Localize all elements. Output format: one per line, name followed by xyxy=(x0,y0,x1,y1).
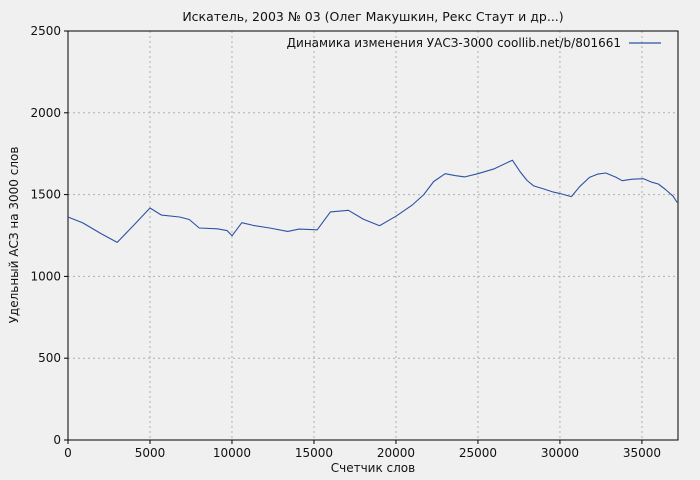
data-line xyxy=(67,159,678,243)
x-axis-label: Счетчик слов xyxy=(330,461,416,475)
x-tick-label: 10000 xyxy=(213,446,251,460)
x-tick-label: 0 xyxy=(64,446,72,460)
x-tick-label: 25000 xyxy=(459,446,497,460)
y-tick-label: 500 xyxy=(38,351,61,365)
x-tick-label: 35000 xyxy=(623,446,661,460)
legend-label: Динамика изменения УАСЗ-3000 coollib.net… xyxy=(287,36,621,50)
y-tick-label: 2500 xyxy=(30,24,61,38)
plot-border xyxy=(67,30,679,441)
y-tick-label: 1500 xyxy=(30,188,61,202)
x-tick-label: 15000 xyxy=(295,446,333,460)
x-tick-label: 30000 xyxy=(541,446,579,460)
x-tick-label: 5000 xyxy=(135,446,166,460)
chart-title: Искатель, 2003 № 03 (Олег Макушкин, Рекс… xyxy=(182,9,564,24)
y-tick-label: 0 xyxy=(53,433,61,447)
y-tick-label: 1000 xyxy=(30,269,61,283)
x-tick-label: 20000 xyxy=(377,446,415,460)
y-tick-label: 2000 xyxy=(30,106,61,120)
